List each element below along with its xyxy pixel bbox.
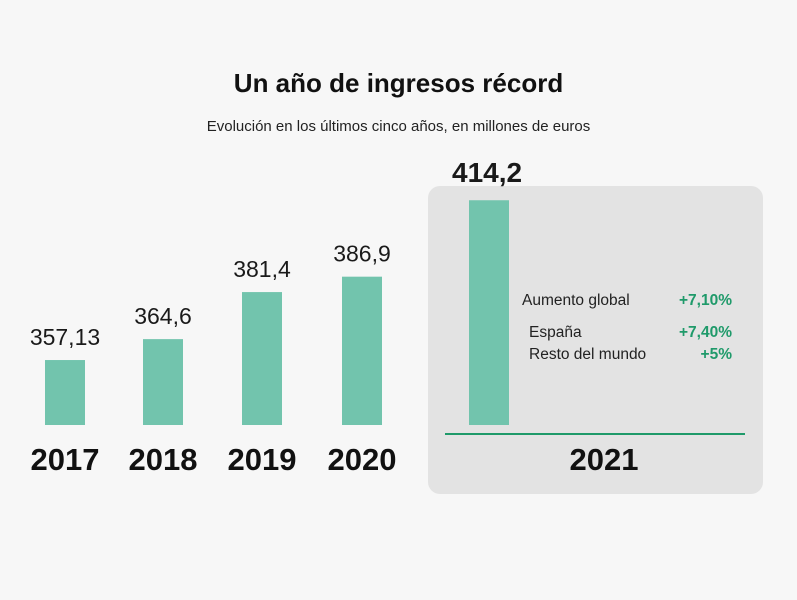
bar-2019 bbox=[242, 292, 282, 425]
stat-global-value: +7,10% bbox=[678, 292, 732, 309]
value-label-2017: 357,13 bbox=[30, 324, 100, 350]
stat-global-label: Aumento global bbox=[522, 292, 630, 309]
value-label-2021: 414,2 bbox=[452, 157, 522, 188]
chart-title: Un año de ingresos récord bbox=[233, 68, 564, 98]
stat-rest-world-label: Resto del mundo bbox=[529, 346, 647, 363]
value-label-2019: 381,4 bbox=[233, 256, 291, 282]
stat-global: Aumento global +7,10% bbox=[522, 292, 732, 310]
stat-spain: España +7,40% bbox=[522, 324, 732, 342]
value-label-2020: 386,9 bbox=[333, 241, 391, 267]
year-label-2019: 2019 bbox=[228, 442, 297, 477]
year-label-2021: 2021 bbox=[570, 442, 639, 477]
value-label-2018: 364,6 bbox=[134, 303, 192, 329]
year-label-2018: 2018 bbox=[129, 442, 198, 477]
bar-2017 bbox=[45, 360, 85, 425]
stat-rest-world: Resto del mundo +5% bbox=[522, 346, 732, 364]
bar-2021 bbox=[469, 200, 509, 425]
year-label-2017: 2017 bbox=[31, 442, 100, 477]
stat-spain-label: España bbox=[529, 324, 582, 341]
stat-rest-world-value: +5% bbox=[700, 346, 732, 363]
stat-spain-value: +7,40% bbox=[678, 324, 732, 341]
chart-subtitle: Evolución en los últimos cinco años, en … bbox=[206, 118, 591, 135]
bar-2018 bbox=[143, 339, 183, 425]
year-label-2020: 2020 bbox=[328, 442, 397, 477]
bar-2020 bbox=[342, 276, 382, 425]
growth-stats: Aumento global +7,10% España +7,40% Rest… bbox=[522, 292, 732, 368]
